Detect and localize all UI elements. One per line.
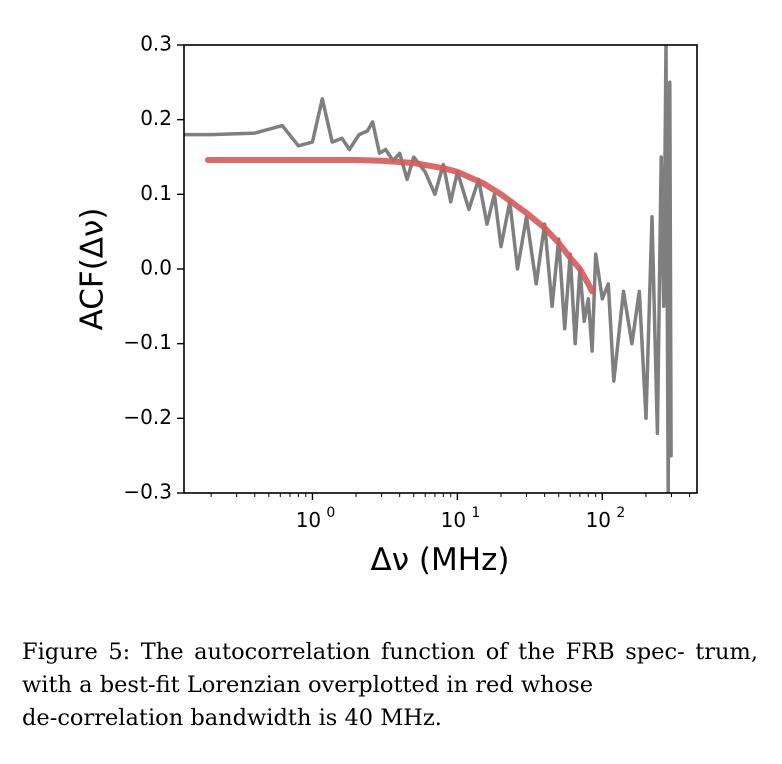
y-tick-label: −0.1	[123, 330, 172, 354]
x-axis-label: Δν (MHz)	[371, 542, 510, 578]
plot-frame	[183, 44, 698, 494]
x-tick-label: 10	[296, 508, 321, 532]
acf-chart: −0.3 −0.2 −0.1 0.0 0.1 0.2 0.3 10 0 10 1 10 2 Δν (M…	[75, 32, 698, 578]
acf-line	[184, 45, 673, 493]
x-tick-label: 10	[586, 508, 611, 532]
x-tick-label-exponent: 0	[326, 505, 335, 521]
x-tick-label: 10	[441, 508, 466, 532]
x-tick-label-exponent: 2	[616, 505, 625, 521]
y-tick-label: 0.3	[140, 32, 172, 56]
y-tick-label: 0.0	[140, 256, 172, 280]
lorentzian-fit-line	[204, 157, 596, 295]
y-axis: −0.3 −0.2 −0.1 0.0 0.1 0.2 0.3	[123, 32, 184, 504]
caption-line-3: de-correlation bandwidth is 40 MHz.	[22, 705, 442, 731]
caption-line-2: trum, with a best-fit Lorenzian overplot…	[22, 639, 758, 698]
y-axis-label: ACF(Δν)	[75, 208, 111, 331]
y-tick-label: −0.2	[123, 405, 172, 429]
x-tick-label-exponent: 1	[471, 505, 480, 521]
y-tick-label: 0.1	[140, 181, 172, 205]
figure-caption: Figure 5: The autocorrelation function o…	[22, 636, 758, 735]
x-axis: 10 0 10 1 10 2	[210, 493, 691, 532]
y-tick-label: 0.2	[140, 106, 172, 130]
caption-line-1: Figure 5: The autocorrelation function o…	[22, 639, 685, 665]
series-layer	[184, 45, 673, 493]
y-tick-label: −0.3	[123, 480, 172, 504]
